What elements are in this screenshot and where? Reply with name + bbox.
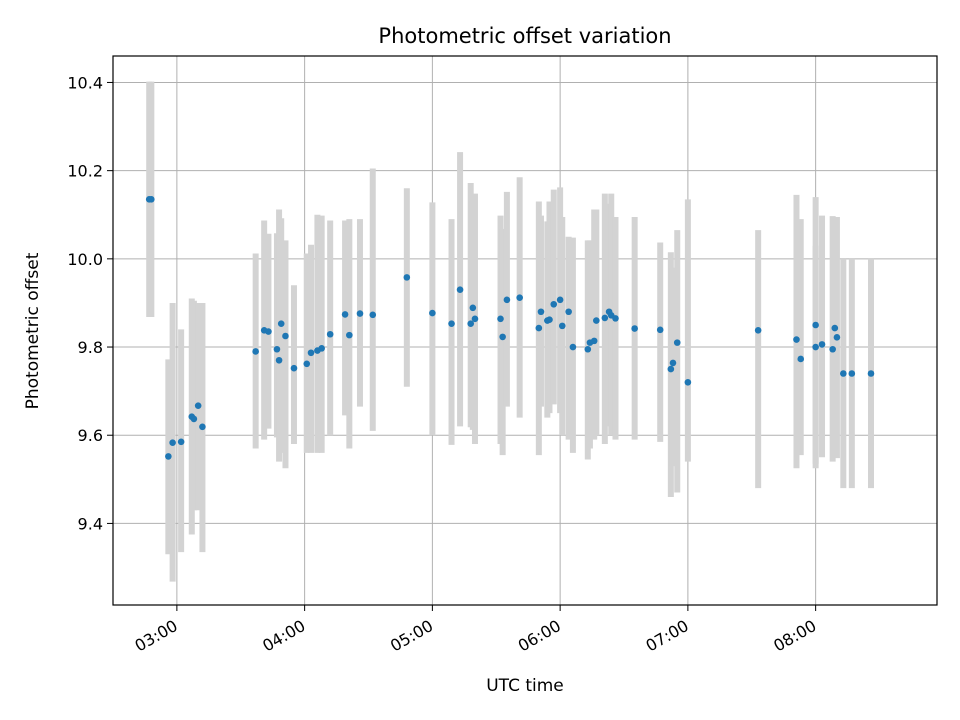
data-point — [558, 322, 566, 330]
data-point — [793, 336, 800, 343]
y-tick-label: 9.6 — [78, 426, 103, 445]
data-point — [684, 379, 692, 386]
data-point — [346, 331, 353, 339]
y-tick-label: 10.2 — [67, 162, 103, 181]
data-point — [318, 345, 325, 352]
data-point — [497, 315, 504, 323]
data-point — [818, 341, 826, 348]
x-axis-title: UTC time — [486, 676, 564, 696]
x-tick-label: 03:00 — [131, 616, 180, 656]
data-point — [565, 308, 572, 316]
data-point — [282, 332, 289, 340]
x-tick-label: 06:00 — [515, 616, 564, 656]
y-tick-label: 10.4 — [67, 73, 103, 92]
data-point — [199, 423, 206, 431]
data-point — [569, 343, 577, 351]
data-point — [326, 330, 334, 338]
data-point — [277, 320, 285, 327]
data-point — [656, 326, 664, 334]
data-point — [812, 321, 819, 329]
data-point — [537, 308, 545, 316]
data-point — [754, 326, 762, 334]
y-tick-label: 10.0 — [67, 250, 103, 269]
data-point — [273, 345, 281, 353]
data-point — [867, 370, 875, 377]
data-point — [148, 196, 155, 203]
data-point — [429, 309, 436, 317]
data-point — [840, 370, 847, 377]
x-tick-label: 05:00 — [387, 616, 436, 656]
data-point — [673, 339, 681, 346]
y-tick-label: 9.4 — [78, 514, 103, 533]
data-point — [307, 349, 315, 357]
data-point — [848, 370, 856, 377]
data-point — [177, 438, 185, 446]
x-axis: 03:00 04:00 05:00 06:00 07:00 08:00 — [131, 605, 820, 656]
data-point — [467, 320, 475, 327]
data-point — [590, 337, 598, 345]
x-tick-label: 07:00 — [642, 616, 691, 656]
data-point — [471, 315, 479, 323]
y-axis: 9.4 9.6 9.8 10.0 10.2 10.4 — [67, 73, 113, 533]
data-point — [516, 294, 523, 301]
data-point — [341, 311, 349, 318]
chart-title: Photometric offset variation — [378, 24, 671, 48]
data-point — [252, 348, 259, 355]
data-point — [550, 300, 558, 308]
data-point — [584, 345, 592, 353]
data-point — [169, 439, 176, 447]
data-point — [546, 316, 553, 323]
data-point — [535, 324, 543, 332]
data-point — [403, 274, 411, 281]
data-point — [669, 359, 677, 367]
data-point — [829, 345, 836, 353]
data-point — [290, 364, 298, 372]
data-point — [456, 286, 464, 294]
data-point — [356, 310, 364, 317]
data-point — [667, 365, 675, 373]
data-point — [499, 333, 506, 341]
y-tick-label: 9.8 — [78, 338, 103, 357]
data-point — [612, 315, 619, 322]
data-point — [265, 328, 272, 335]
data-point — [469, 304, 477, 312]
data-point — [812, 343, 819, 351]
y-axis-title: Photometric offset — [23, 252, 43, 409]
data-point — [448, 320, 455, 327]
data-point — [369, 311, 377, 319]
plot-frame — [112, 55, 938, 606]
data-point — [831, 324, 839, 332]
data-point — [503, 296, 511, 304]
data-point — [601, 314, 609, 322]
data-point — [190, 415, 198, 423]
x-tick-label: 04:00 — [259, 616, 308, 656]
data-point — [833, 334, 841, 341]
data-point — [631, 325, 638, 332]
data-point — [797, 355, 805, 363]
data-point — [303, 360, 311, 368]
data-point — [165, 453, 172, 460]
error-bars — [146, 81, 874, 582]
data-point — [275, 356, 283, 364]
x-tick-label: 08:00 — [770, 616, 819, 656]
data-point — [593, 317, 600, 324]
data-points — [145, 196, 875, 460]
data-point — [194, 402, 202, 409]
data-point — [556, 296, 564, 304]
